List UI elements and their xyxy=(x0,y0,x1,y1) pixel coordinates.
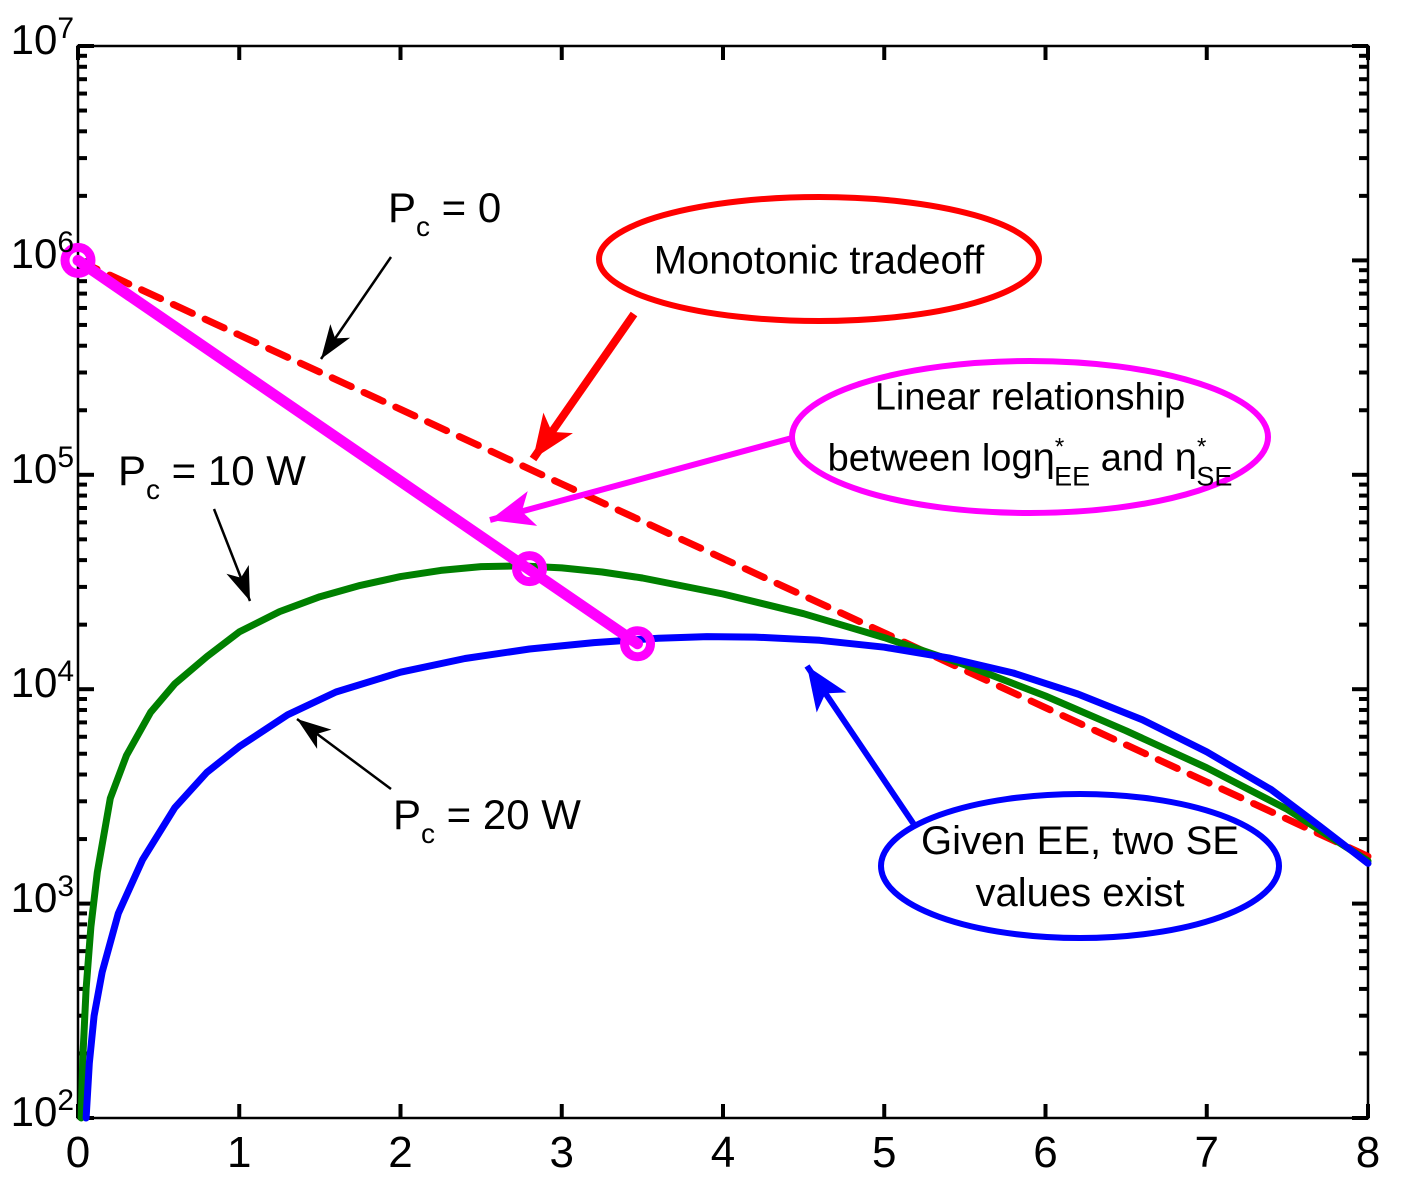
series-2-line xyxy=(82,633,1372,1122)
x-axis-tick-label: 0 xyxy=(65,1128,91,1177)
series-3-line xyxy=(72,254,643,650)
pc10-arrow xyxy=(212,508,252,602)
monotonic-ellipse xyxy=(596,194,1042,324)
x-axis-tick-label: 3 xyxy=(549,1128,574,1177)
callout-linear-relationship: Linear relationship between logη*EE and … xyxy=(828,373,1233,502)
y-axis-tick-label: 106 xyxy=(10,226,74,278)
given-ee-arrow xyxy=(804,664,918,828)
callout-given-ee-line2: values exist xyxy=(975,871,1185,915)
linear-arrow xyxy=(489,435,793,526)
x-axis-tick-label: 4 xyxy=(710,1128,736,1177)
x-axis-tick-label: 5 xyxy=(872,1128,897,1177)
x-axis-tick-label: 7 xyxy=(1194,1128,1219,1177)
annotation-shapes xyxy=(212,194,1282,941)
x-axis-tick-label: 6 xyxy=(1033,1128,1058,1177)
pc0-arrow xyxy=(319,256,393,360)
y-axis-tick-label: 103 xyxy=(10,869,74,921)
callout-linear-line2: between logη*EE and η*SE xyxy=(827,433,1233,492)
series-3-marker xyxy=(60,242,96,278)
y-axis-tick-label: 102 xyxy=(10,1084,74,1135)
label-pc10: Pc = 10 W xyxy=(118,447,306,505)
axes-box xyxy=(76,44,1370,1120)
y-axis-tick-label: 104 xyxy=(10,655,74,707)
callout-given-ee: Given EE, two SE values exist xyxy=(921,815,1239,919)
monotonic-arrow xyxy=(529,311,638,462)
callout-monotonic-tradeoff: Monotonic tradeoff xyxy=(653,238,985,283)
series-0-line xyxy=(74,256,1372,860)
x-axis-tick-label: 1 xyxy=(227,1128,252,1177)
x-axis-tick-label: 2 xyxy=(388,1128,413,1177)
pc20-arrow xyxy=(296,717,392,791)
series-1-line xyxy=(77,562,1372,1122)
given-ee-ellipse xyxy=(878,791,1282,941)
series-3-marker xyxy=(512,551,547,587)
data-series xyxy=(60,242,1372,1122)
y-axis-tick-label: 105 xyxy=(10,440,74,492)
series-3-marker xyxy=(620,626,656,662)
label-pc20: Pc = 20 W xyxy=(393,791,581,849)
linear-ellipse xyxy=(789,358,1271,516)
callout-linear-line1: Linear relationship xyxy=(874,376,1186,419)
plot-border xyxy=(76,44,1370,1120)
callout-given-ee-line1: Given EE, two SE xyxy=(921,819,1239,863)
x-axis-tick-label: 8 xyxy=(1355,1128,1381,1177)
y-axis-tick-label: 107 xyxy=(10,12,74,63)
label-pc0: Pc = 0 xyxy=(388,184,502,242)
